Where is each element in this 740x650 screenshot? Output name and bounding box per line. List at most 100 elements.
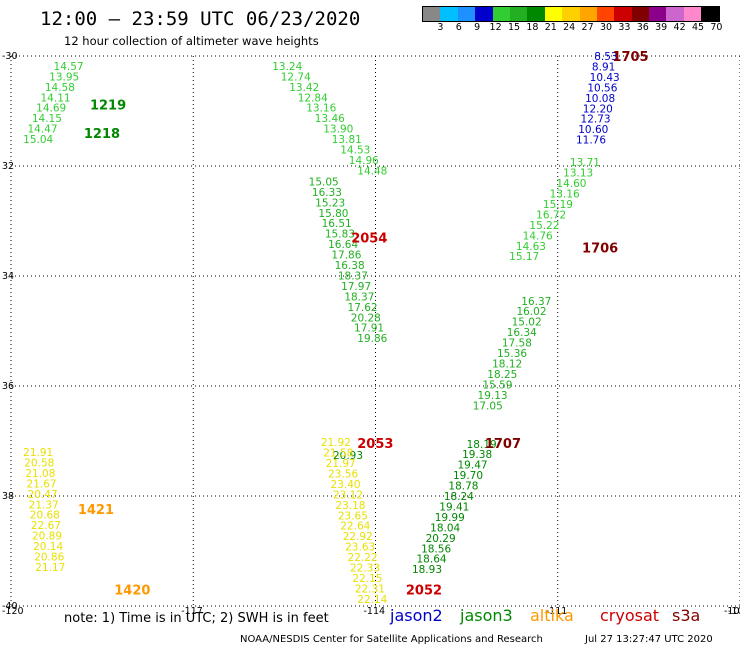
wave-height-value: 12.74 [281, 71, 311, 83]
wave-height-value: 15.80 [318, 208, 348, 220]
wave-height-value: 16.37 [521, 296, 551, 308]
wave-height-value: 19.13 [478, 390, 508, 402]
color-scale-label: 39 [655, 22, 668, 33]
lat-tick-label: -30 [2, 51, 18, 62]
wave-height-value: 13.16 [550, 189, 580, 201]
lat-tick-label: 34 [2, 271, 14, 282]
wave-height-value: 18.37 [344, 291, 374, 303]
wave-height-value: 14.69 [36, 103, 66, 115]
color-swatch [596, 7, 615, 21]
pass-number-label: 2053 [357, 437, 393, 452]
wave-height-value: 13.46 [315, 113, 345, 125]
wave-height-value: 14.15 [32, 113, 62, 125]
wave-height-value: 19.86 [357, 333, 387, 345]
color-swatch [457, 7, 476, 21]
wave-height-value: 20.28 [351, 312, 381, 324]
wave-height-value: 15.04 [23, 134, 53, 146]
color-scale-label: 70 [710, 22, 723, 33]
wave-height-value: 10.43 [590, 72, 620, 84]
color-swatch [614, 7, 632, 21]
lat-tick-label: -40 [2, 601, 18, 612]
wave-height-value: 15.59 [482, 379, 512, 391]
color-swatch [631, 7, 650, 21]
wave-height-value: 15.19 [543, 199, 573, 211]
wave-height-value: 16.02 [516, 306, 546, 318]
wave-height-value: 14.47 [27, 124, 57, 136]
wave-height-value: 18.93 [412, 564, 442, 576]
wave-height-value: 17.97 [341, 281, 371, 293]
wave-height-value: 15.36 [497, 348, 527, 360]
wave-height-value: 23.63 [345, 542, 375, 554]
pass-number-label: 1421 [78, 503, 114, 518]
wave-height-value: 12.73 [581, 114, 611, 126]
wave-height-value: 10.08 [585, 93, 615, 105]
wave-height-value: 15.22 [529, 220, 559, 232]
wave-height-value: 20.29 [426, 533, 456, 545]
wave-height-value: 22.33 [350, 563, 380, 575]
color-swatch [701, 7, 719, 21]
color-swatch [579, 7, 597, 21]
color-scale-label: 15 [507, 22, 521, 33]
pass-number-label: 2054 [351, 232, 387, 247]
wave-height-value: 19.47 [458, 460, 488, 472]
color-swatch [527, 7, 545, 21]
lat-tick-label: 38 [2, 491, 14, 502]
color-scale-label: 12 [489, 22, 502, 33]
wave-height-value: 15.17 [509, 251, 539, 263]
wave-height-value: 18.25 [487, 369, 517, 381]
wave-height-value: 21.67 [26, 478, 56, 490]
pass-number-label: 1707 [485, 437, 521, 452]
wave-height-value: 21.17 [35, 562, 65, 574]
wave-height-value: 17.58 [502, 338, 532, 350]
wave-height-value: 21.08 [25, 468, 55, 480]
color-swatch [649, 7, 667, 21]
color-swatch [666, 7, 684, 21]
wave-height-value: 13.95 [49, 71, 79, 83]
lat-tick-label: 36 [2, 381, 14, 392]
legend-item-jason2: jason2 [390, 606, 443, 625]
wave-height-value: 19.41 [439, 501, 469, 513]
color-scale-label: 21 [544, 22, 557, 33]
wave-height-value: 8.91 [592, 61, 615, 73]
page-title: 12:00 – 23:59 UTC 06/23/2020 [40, 8, 361, 30]
wave-height-value: 23.18 [335, 500, 365, 512]
wave-height-value: 16.64 [328, 239, 358, 251]
color-scale-label: 45 [691, 22, 705, 33]
wave-height-value: 16.34 [507, 327, 537, 339]
color-scale-label: 9 [474, 22, 481, 33]
wave-height-value: 20.58 [24, 457, 54, 469]
color-scale-label: 27 [581, 22, 594, 33]
wave-height-value: 13.71 [570, 157, 600, 169]
color-scale-label: 18 [526, 22, 539, 33]
page-subtitle: 12 hour collection of altimeter wave hei… [64, 34, 319, 48]
color-swatch [562, 7, 580, 21]
wave-height-value: 17.86 [331, 250, 361, 262]
wave-height-value: 16.51 [322, 218, 352, 230]
wave-height-value: 13.42 [289, 82, 319, 94]
wave-height-value: 11.76 [576, 135, 606, 147]
wave-height-value: 23.56 [328, 468, 358, 480]
wave-height-value: 14.58 [45, 82, 75, 94]
color-scale-label: 24 [563, 22, 576, 33]
wave-height-value: 13.13 [563, 168, 593, 180]
wave-height-value: 15.02 [512, 317, 542, 329]
wave-height-value: 13.16 [306, 103, 336, 115]
wave-height-value: 18.37 [338, 270, 368, 282]
wave-height-value: 16.33 [312, 187, 342, 199]
wave-height-value: 21.58 [323, 448, 353, 460]
color-scale-label: 30 [599, 22, 613, 33]
lon-tick-label: -10 [724, 606, 740, 617]
wave-height-value: 22.64 [340, 521, 370, 533]
wave-height-value: 22.31 [355, 583, 385, 595]
wave-height-value: 17.05 [473, 400, 503, 412]
legend-item-s3a: s3a [672, 606, 701, 625]
color-swatch [475, 7, 493, 21]
wave-height-value: 14.76 [523, 230, 553, 242]
wave-height-value: 17.91 [354, 323, 384, 335]
wave-height-value: 14.96 [349, 155, 379, 167]
legend-item-altika: altika [530, 606, 574, 625]
wave-height-value: 14.63 [516, 241, 546, 253]
color-scale-bar [422, 6, 720, 22]
lon-tick-label: -108 [728, 606, 740, 617]
wave-height-value: 18.56 [421, 543, 451, 555]
